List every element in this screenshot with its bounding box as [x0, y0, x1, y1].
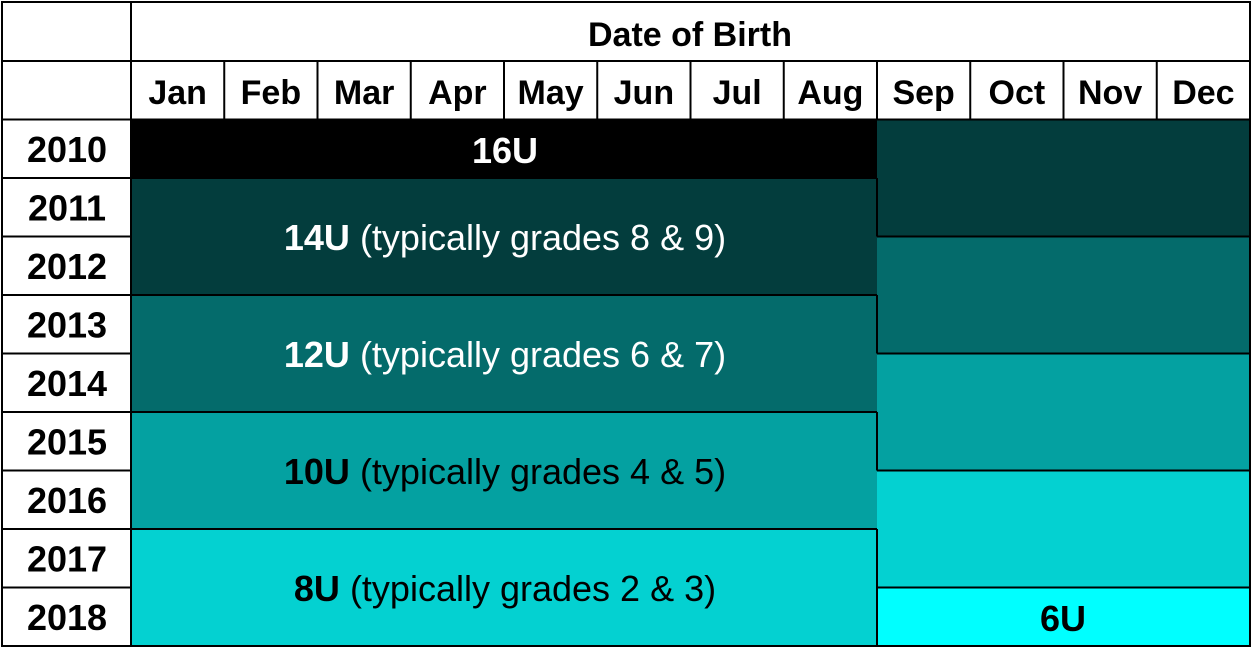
age-group-name: 12U — [284, 334, 350, 375]
month-label-jan: Jan — [148, 74, 207, 112]
year-label-2015: 2015 — [27, 421, 107, 462]
age-group-name: 16U — [472, 130, 538, 171]
month-label-oct: Oct — [989, 74, 1046, 112]
month-label-nov: Nov — [1078, 74, 1142, 112]
age-group-name: 14U — [284, 217, 350, 258]
month-label-may: May — [518, 74, 584, 112]
month-label-mar: Mar — [334, 74, 394, 112]
age-group-grades: (typically grades 4 & 5) — [350, 451, 726, 492]
age-group-8u-label: 8U (typically grades 2 & 3) — [294, 568, 716, 609]
month-label-feb: Feb — [241, 74, 301, 112]
age-group-16u-label: 16U — [472, 130, 538, 171]
year-label-2012: 2012 — [27, 246, 107, 287]
age-group-grades: (typically grades 8 & 9) — [350, 217, 726, 258]
year-label-2018: 2018 — [27, 597, 107, 638]
month-label-jun: Jun — [614, 74, 674, 112]
age-group-12u-label: 12U (typically grades 6 & 7) — [284, 334, 726, 375]
age-group-name: 8U — [294, 568, 340, 609]
month-label-apr: Apr — [428, 74, 487, 112]
region-16u — [131, 119, 877, 178]
age-group-name: 10U — [284, 451, 350, 492]
year-label-2010: 2010 — [27, 129, 107, 170]
month-label-dec: Dec — [1172, 74, 1234, 112]
year-label-2011: 2011 — [28, 187, 106, 228]
age-group-grades: (typically grades 6 & 7) — [350, 334, 726, 375]
age-group-10u-label: 10U (typically grades 4 & 5) — [284, 451, 726, 492]
year-label-2014: 2014 — [27, 363, 107, 404]
region-8u — [131, 470, 1250, 646]
year-label-2013: 2013 — [27, 304, 107, 345]
year-label-2017: 2017 — [27, 538, 107, 579]
year-label-2016: 2016 — [27, 480, 107, 521]
region-14u — [131, 119, 1250, 295]
age-group-14u-label: 14U (typically grades 8 & 9) — [284, 217, 726, 258]
age-group-grades: (typically grades 2 & 3) — [340, 568, 716, 609]
month-label-jul: Jul — [713, 74, 762, 112]
age-group-6u-label: 6U — [1040, 598, 1086, 639]
age-group-name: 6U — [1040, 598, 1086, 639]
region-10u — [131, 353, 1250, 529]
region-12u — [131, 236, 1250, 412]
date-of-birth-title: Date of Birth — [588, 16, 792, 54]
month-label-aug: Aug — [797, 74, 863, 112]
month-label-sep: Sep — [892, 74, 954, 112]
region-6u — [877, 587, 1250, 646]
